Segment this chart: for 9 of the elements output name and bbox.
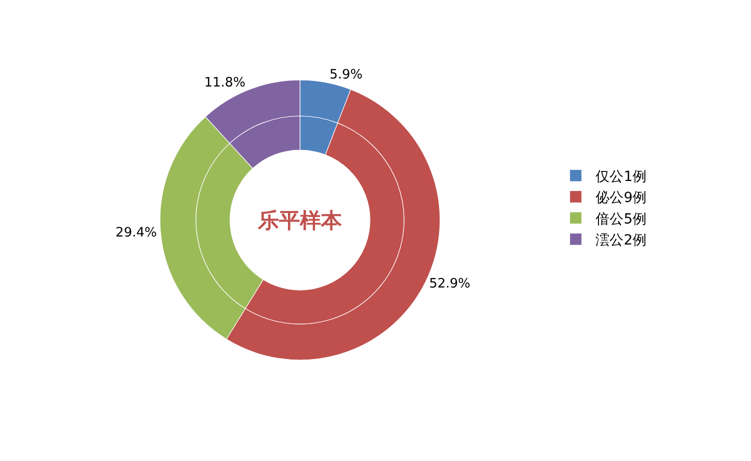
legend-label: 仅公1例 xyxy=(596,169,647,186)
legend-label: 偣公5例 xyxy=(594,211,647,228)
data-label: 29.4% xyxy=(116,226,157,241)
text: 乐平样本 xyxy=(257,208,343,232)
legend-label: 佖公9例 xyxy=(596,190,647,206)
data-label: 11.8% xyxy=(204,75,246,90)
legend-label: 澐公2例 xyxy=(596,232,647,249)
data-label: 52.9% xyxy=(429,276,470,292)
data-label: 5.9% xyxy=(330,68,363,83)
